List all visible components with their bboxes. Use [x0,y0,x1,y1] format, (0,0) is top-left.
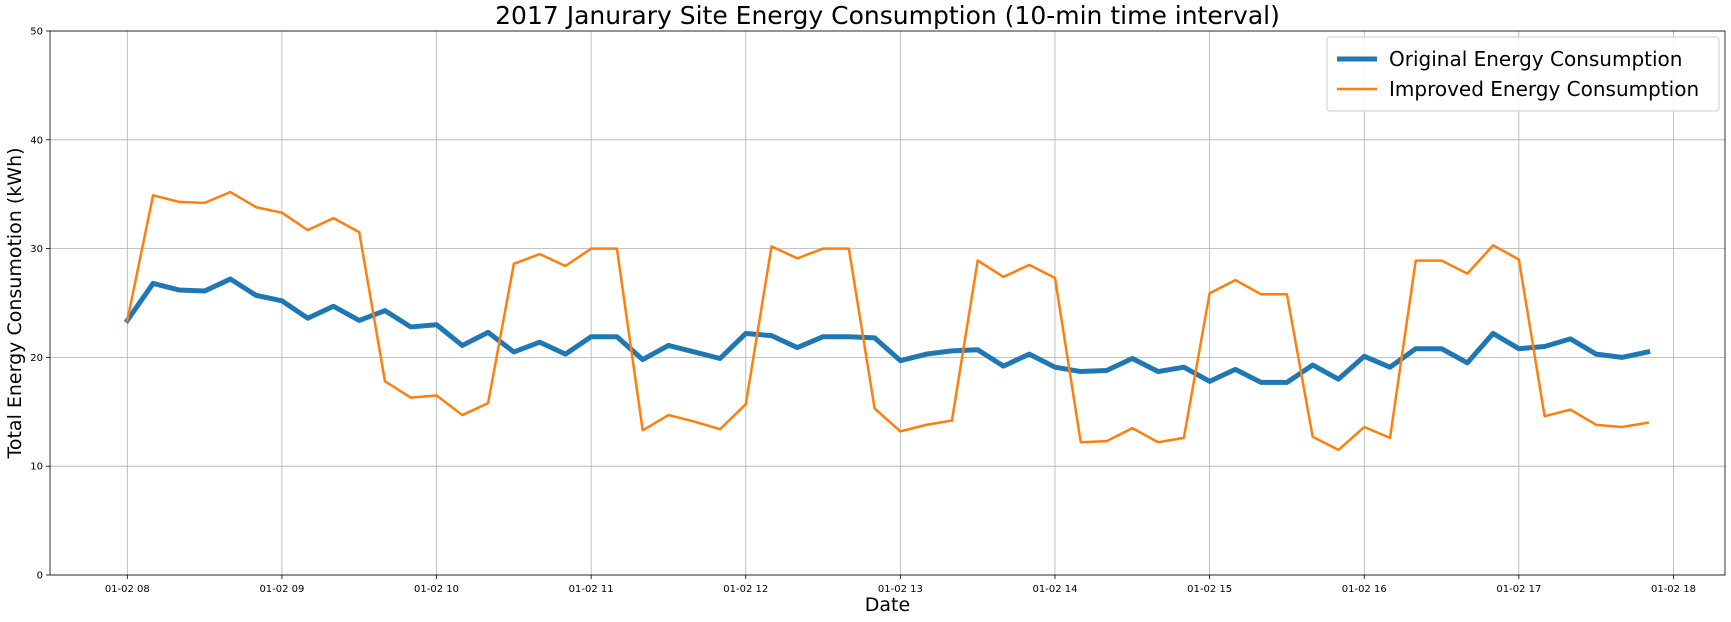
x-tick-label: 01-02 15 [1187,584,1232,595]
x-tick-label: 01-02 18 [1651,584,1696,595]
legend-label: Original Energy Consumption [1389,47,1682,71]
x-tick-label: 01-02 17 [1496,584,1541,595]
series-line-improved [125,190,1650,452]
y-tick-label: 50 [30,27,43,38]
y-tick-label: 10 [30,462,43,473]
x-tick-label: 01-02 14 [1033,584,1078,595]
legend-label: Improved Energy Consumption [1389,77,1699,101]
y-tick-label: 40 [30,135,43,146]
y-tick-label: 30 [30,244,43,255]
series-line-original [123,276,1651,385]
x-tick-label: 01-02 13 [878,584,923,595]
plot-area-frame [49,30,1726,576]
y-tick-label: 0 [37,571,43,582]
x-axis-label: Date [865,594,910,616]
x-tick-label: 01-02 11 [569,584,614,595]
y-axis-label: Total Energy Consumotion (kWh) [4,147,26,459]
x-tick-label: 01-02 09 [259,584,304,595]
x-tick-label: 01-02 12 [723,584,768,595]
legend-box [1326,36,1720,112]
y-tick-label: 20 [30,353,43,364]
chart-title: 2017 Janurary Site Energy Consumption (1… [495,1,1280,30]
grid-lines [50,30,1725,576]
y-axis-ticks: 0 10 20 30 40 50 [30,27,50,582]
series-layer [123,190,1651,452]
x-tick-label: 01-02 10 [414,584,459,595]
x-tick-label: 01-02 08 [105,584,150,595]
legend: Original Energy Consumption Improved Ener… [1326,36,1720,112]
x-tick-label: 01-02 16 [1342,584,1387,595]
x-axis-ticks: 01-02 08 01-02 09 01-02 10 01-02 11 01-02 12… [105,575,1696,595]
